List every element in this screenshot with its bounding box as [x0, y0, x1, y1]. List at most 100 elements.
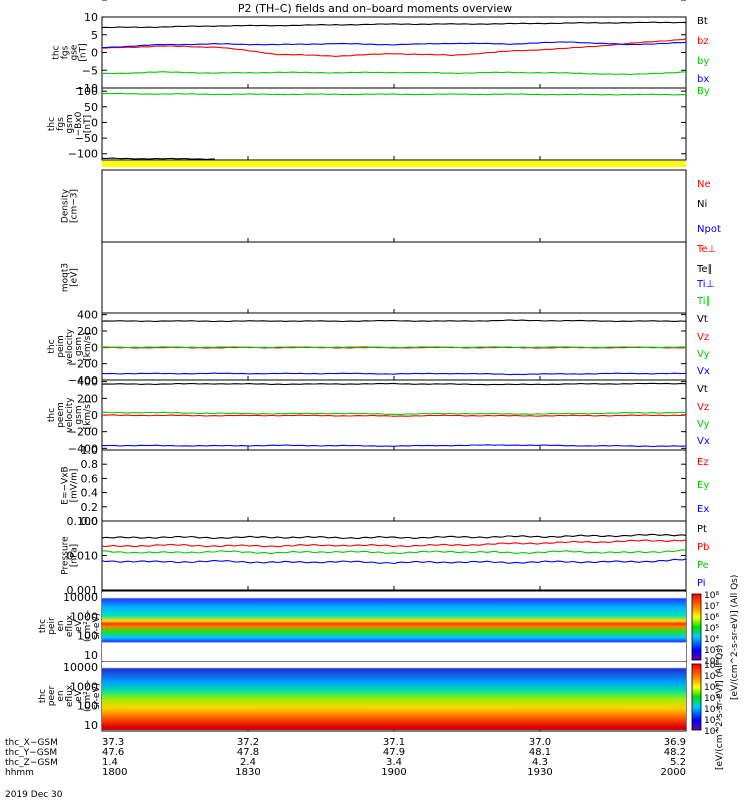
legend-temperature-1: Te∥	[696, 264, 713, 275]
y-tick-label: 10²	[80, 0, 98, 3]
y-tick-label: 0.6	[81, 472, 99, 485]
colorbar-tick-label: 10⁶	[704, 683, 719, 693]
y-tick-label: −200	[68, 358, 98, 371]
legend-peim-velocity-0: Vt	[697, 314, 708, 325]
y-tick-label: 10⁻¹⁰	[69, 0, 98, 3]
legend-pressure-2: Pe	[697, 560, 709, 571]
y-axis-label: thc	[52, 45, 62, 59]
y-axis-label: velocity	[65, 397, 75, 433]
panel-frame	[101, 16, 687, 89]
panel-frame	[101, 169, 687, 243]
series-Pe-line	[101, 549, 687, 555]
y-tick-label: 10⁰	[80, 0, 99, 3]
x-row-value: 1830	[235, 767, 260, 778]
legend-efield-2: Ex	[697, 504, 709, 515]
panel-peem-velocity: 400 200 0 −200 −400 thc peem velocity gsm [km/s] V…	[47, 376, 710, 456]
legend-efield-1: Ey	[697, 480, 709, 491]
panel-temperature: 10⁴10²10⁰10⁻²10⁻⁴10⁻⁶10⁻⁸10⁻¹⁰ moqt3[eV] T…	[61, 0, 716, 314]
electron-spectrogram	[102, 662, 686, 730]
panel-frame	[101, 87, 687, 161]
y-axis-label: peim	[56, 335, 66, 358]
legend-peem-velocity-2: Vy	[697, 419, 710, 430]
x-row-value: 4.3	[532, 757, 548, 768]
colorbar-electron-title: [eV/(cm^2-s-sr-eV)] (All Qs)	[715, 645, 725, 770]
series-Pi-line	[101, 558, 687, 565]
series-Vx-line	[101, 444, 687, 448]
y-axis-label: E=−VxB	[61, 466, 71, 504]
y-axis-label: Pressure	[61, 536, 71, 575]
colorbar-tick-label: 10²	[704, 657, 719, 667]
colorbar-tick-label: 10⁶	[704, 613, 719, 623]
y-tick-label: 10	[84, 11, 98, 24]
series-Bt-line	[101, 21, 687, 29]
y-tick-label: 400	[77, 309, 98, 322]
x-row-value: 1.4	[102, 757, 118, 768]
panel-density: 10²10⁰10⁻²10⁻⁴10⁻⁶10⁻⁸10⁻¹⁰10⁻¹²10⁻¹⁴ Den…	[61, 0, 721, 243]
x-row-label: thc_X−GSM	[5, 738, 58, 748]
panel-frame	[101, 520, 687, 591]
y-tick-label: 10⁻¹⁴	[69, 0, 98, 3]
legend-pressure-0: Pt	[697, 524, 707, 535]
x-row-value: 1900	[381, 767, 406, 778]
quality-flag-bar	[102, 161, 686, 167]
panel-frame	[101, 379, 687, 451]
legend-pressure-3: Pi	[697, 578, 706, 589]
y-tick-label: 10⁻⁴	[74, 0, 99, 3]
legend-temperature-2: Ti⊥	[696, 279, 714, 290]
y-tick-label: 100	[77, 630, 98, 643]
y-axis-label: moqt3	[61, 263, 71, 292]
y-axis-label: peir	[47, 617, 57, 635]
x-row-value: 47.8	[237, 747, 259, 758]
x-row-value: 37.2	[237, 737, 259, 748]
y-axis-label: en	[56, 690, 66, 701]
panel-fgs-gsm-bperp: 100 50 0 −50 −100 thc fgs gsm −Bx0 [nT] By	[47, 85, 710, 161]
y-axis-label: [nPa]	[70, 544, 80, 567]
y-tick-label: 200	[77, 325, 98, 338]
x-row-value: 48.2	[664, 747, 686, 758]
y-axis-label: gsm	[74, 337, 84, 356]
y-tick-label: 10	[84, 649, 98, 662]
legend-peim-velocity-1: Vz	[697, 332, 709, 343]
series-Pt-line	[101, 533, 687, 540]
x-row-value: 2000	[661, 767, 686, 778]
y-axis-label: en	[56, 620, 66, 631]
y-axis-label: thc	[47, 339, 57, 353]
colorbar-tick-label: 10⁴	[704, 705, 719, 715]
y-axis-label: eflux	[65, 684, 75, 707]
colorbar-tick-label: 10⁴	[704, 635, 719, 645]
y-tick-label: 0	[91, 116, 98, 129]
legend-fgs-gse-2: by	[697, 56, 709, 67]
legend-density-2: Npot	[697, 224, 721, 235]
y-tick-label: 10⁻⁶	[74, 0, 99, 3]
electron-spectrogram-image	[102, 662, 686, 730]
legend-fgs-gse-1: bz	[697, 36, 709, 47]
y-axis-label: gse	[70, 44, 80, 60]
series-Vt-line	[101, 319, 687, 323]
x-row-value: 47.6	[102, 747, 124, 758]
colorbar-tick-label: 10⁷	[704, 672, 719, 682]
y-tick-label: 10⁴	[80, 0, 99, 3]
y-axis-label: [km/s]	[83, 401, 93, 430]
colorbar-ion	[691, 593, 702, 661]
ion-spectrogram-image	[102, 592, 686, 661]
ion-spectrogram	[102, 592, 686, 661]
y-axis-label: peem	[56, 402, 66, 428]
y-tick-label: 0.100	[67, 515, 99, 528]
x-row-value: 1800	[102, 767, 127, 778]
y-tick-label: −5	[82, 64, 98, 77]
x-axis-labels: thc_X−GSM 37.3 37.2 37.1 37.0 36.9 thc_Y−GSM 47…	[5, 737, 686, 778]
y-axis-label: [eV]	[70, 268, 80, 287]
series-By-line	[101, 92, 687, 96]
y-tick-label: 10⁻⁸	[74, 0, 99, 3]
legend-peem-velocity-1: Vz	[697, 402, 709, 413]
series-Vt-line	[101, 382, 687, 386]
series-Vx-line	[101, 372, 687, 376]
y-axis-label: [nT]	[83, 115, 93, 133]
y-tick-label: 1000	[70, 680, 98, 693]
x-row-value: 2.4	[240, 757, 256, 768]
x-row-value: 5.2	[670, 757, 686, 768]
y-axis-label: eflux	[65, 614, 75, 637]
y-axis-label: gsm	[74, 405, 84, 424]
